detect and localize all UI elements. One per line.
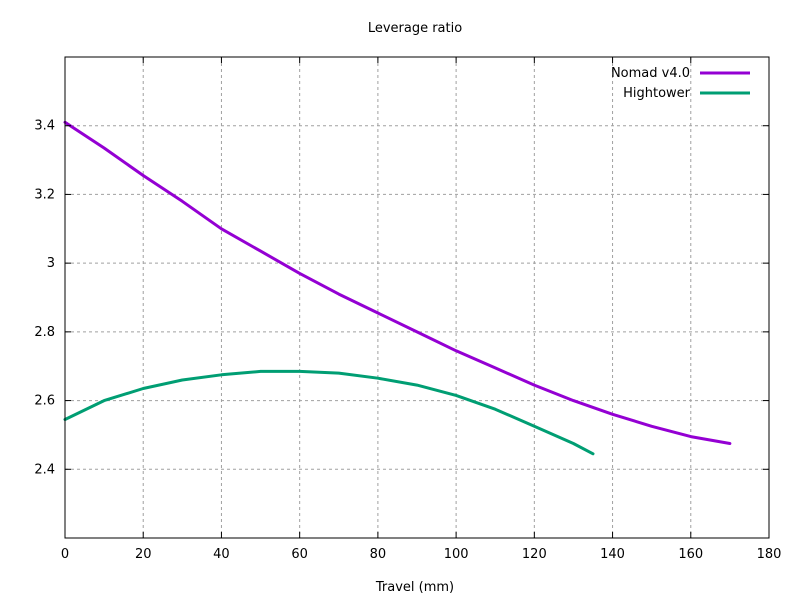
plot-frame — [64, 56, 770, 539]
series-lines — [63, 120, 732, 456]
x-tick-label: 60 — [291, 547, 308, 562]
y-tick-label: 2.4 — [34, 462, 55, 477]
legend-label: Nomad v4.0 — [611, 66, 690, 81]
x-tick-label: 120 — [522, 547, 547, 562]
axis-ticks — [64, 57, 770, 538]
x-tick-label: 140 — [600, 547, 625, 562]
grid-lines — [65, 57, 769, 538]
legend: Nomad v4.0 Hightower — [611, 66, 750, 101]
y-tick-label: 3.4 — [34, 119, 55, 134]
series-line-0 — [63, 120, 732, 445]
chart-title: Leverage ratio — [368, 21, 462, 36]
x-axis-label: Travel (mm) — [375, 580, 454, 595]
series-line-1 — [63, 369, 595, 456]
x-tick-label: 40 — [213, 547, 230, 562]
tick-labels: 0 20 40 60 80 100 120 140 160 180 2.4 2.6 2.8 3 3.2 3.4 — [34, 119, 781, 562]
x-tick-label: 100 — [444, 547, 469, 562]
y-tick-label: 3.2 — [34, 187, 55, 202]
y-tick-label: 3 — [47, 256, 55, 271]
x-tick-label: 80 — [370, 547, 387, 562]
legend-label: Hightower — [623, 86, 691, 101]
x-tick-label: 160 — [678, 547, 703, 562]
x-tick-label: 20 — [135, 547, 152, 562]
x-tick-label: 180 — [757, 547, 782, 562]
y-tick-label: 2.8 — [34, 325, 55, 340]
y-tick-label: 2.6 — [34, 394, 55, 409]
x-tick-label: 0 — [61, 547, 69, 562]
